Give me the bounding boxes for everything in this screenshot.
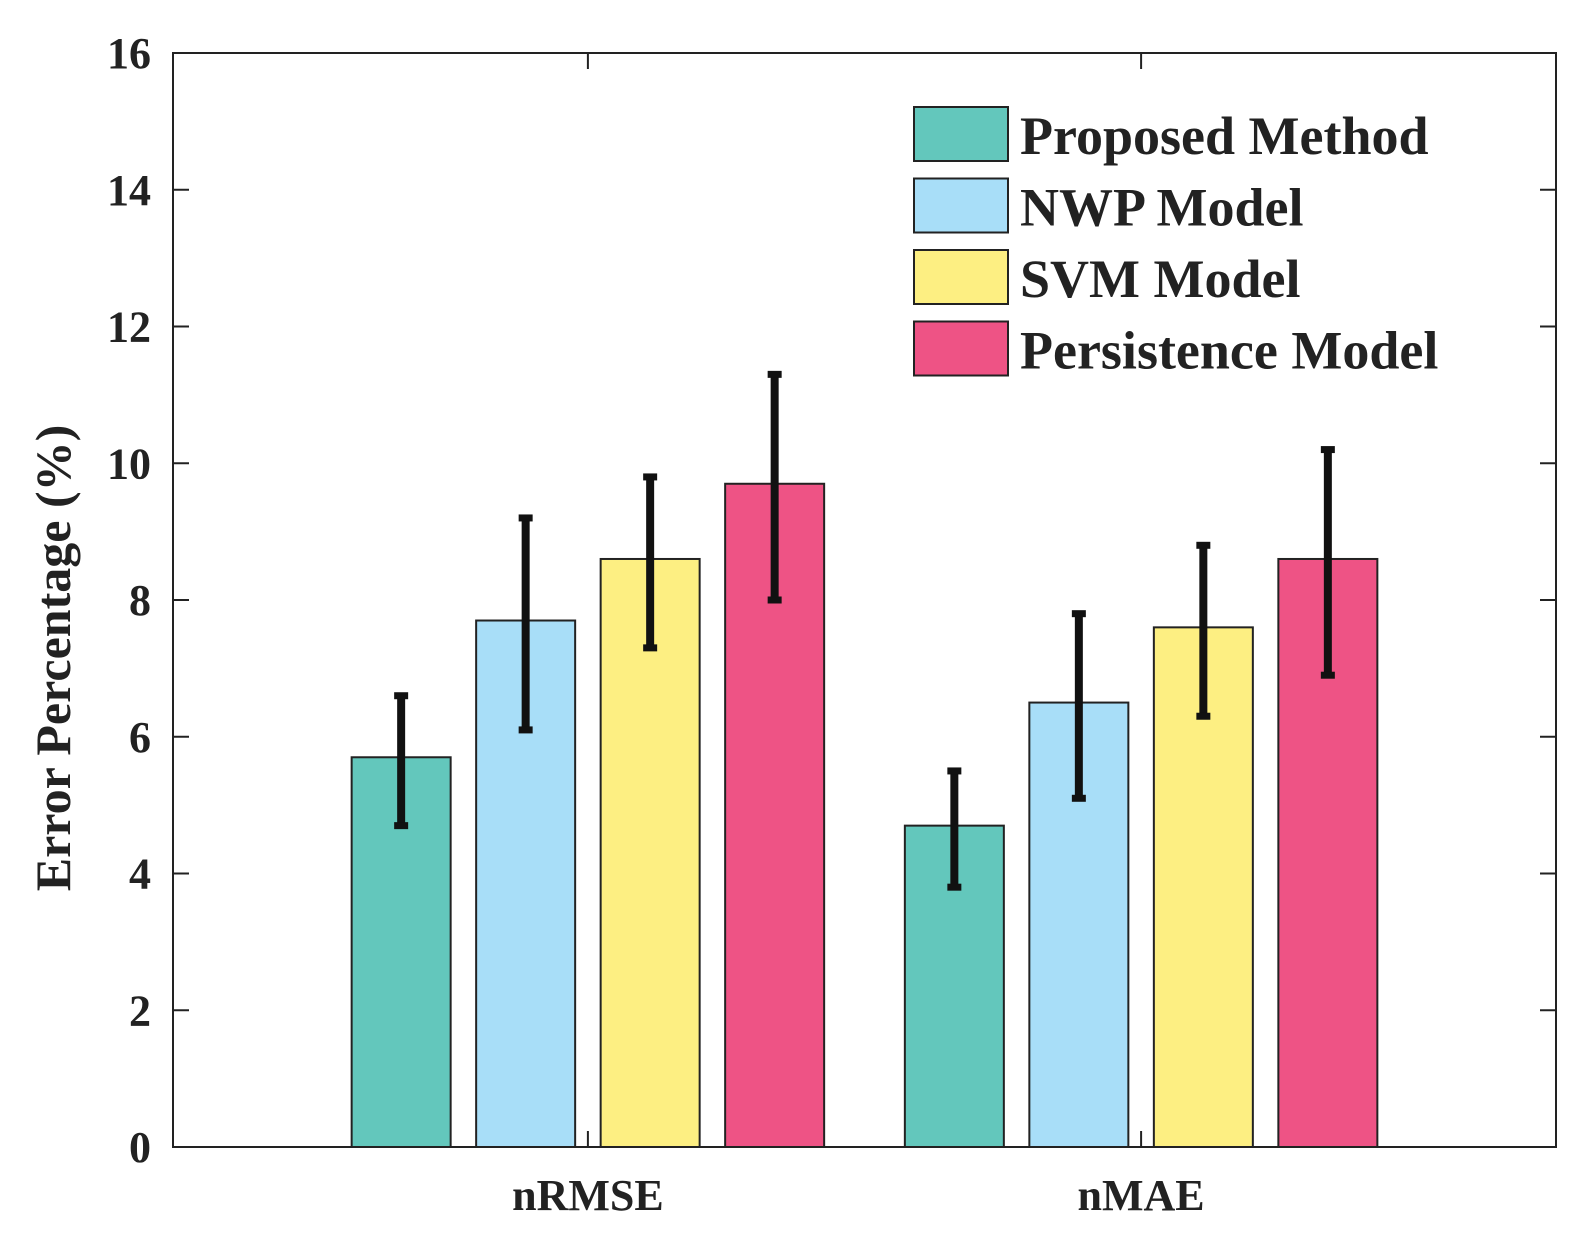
y-tick-label: 14 xyxy=(107,166,151,215)
error-bar xyxy=(947,767,962,891)
legend-label: Persistence Model xyxy=(1020,321,1438,381)
error-bar xyxy=(643,473,658,652)
error-bar xyxy=(1196,541,1211,720)
plot-area xyxy=(172,52,1557,1148)
error-bars xyxy=(394,370,1335,891)
error-bar xyxy=(518,514,533,734)
y-tick-labels: 0 2 4 6 8 10 12 14 16 xyxy=(107,29,151,1172)
y-axis-title: Error Percentage (%) xyxy=(25,425,81,891)
y-tick-label: 8 xyxy=(129,576,151,625)
y-tick-label: 4 xyxy=(129,850,151,899)
legend-swatch-svm-model xyxy=(913,249,1009,305)
error-bar xyxy=(767,370,782,604)
error-bar xyxy=(394,692,409,830)
y-tick-label: 16 xyxy=(107,29,151,78)
error-bar xyxy=(1320,446,1335,679)
x-tick-label: nRMSE xyxy=(512,1171,664,1220)
legend-swatch-nwp-model xyxy=(913,177,1009,234)
y-tick-label: 12 xyxy=(107,303,151,352)
legend-label: SVM Model xyxy=(1020,249,1300,309)
y-tick-label: 2 xyxy=(129,986,151,1035)
error-bar xyxy=(1071,610,1086,802)
x-tick-labels: nRMSE nMAE xyxy=(512,1171,1205,1220)
bar-svm-model-nrmse xyxy=(599,557,701,1148)
legend-label: NWP Model xyxy=(1020,178,1303,238)
legend-label: Proposed Method xyxy=(1020,106,1429,166)
x-tick-label: nMAE xyxy=(1078,1171,1205,1220)
y-tick-label: 10 xyxy=(107,439,151,488)
legend-swatch-persistence-model xyxy=(913,320,1009,377)
bars xyxy=(350,482,1379,1148)
legend: Proposed Method NWP Model SVM Model Persist… xyxy=(913,106,1438,381)
y-tick-label: 6 xyxy=(129,713,151,762)
legend-swatch-proposed-method xyxy=(913,106,1009,162)
y-tick-label: 0 xyxy=(129,1123,151,1172)
